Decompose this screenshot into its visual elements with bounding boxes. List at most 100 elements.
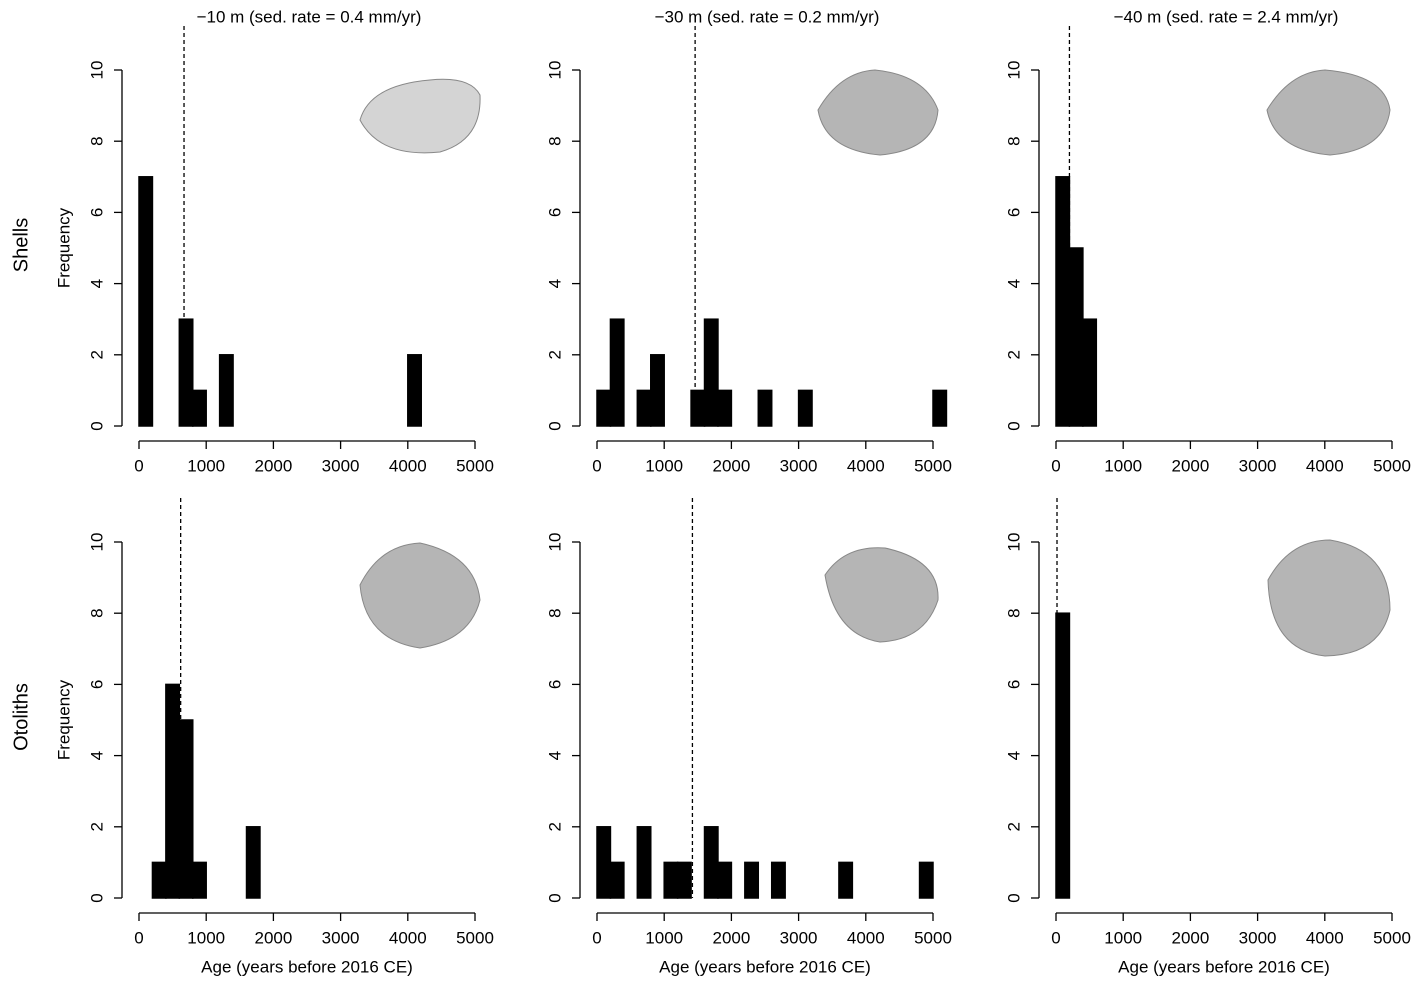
- y-tick-label: 6: [545, 208, 564, 217]
- x-tick-label: 4000: [847, 928, 885, 947]
- row-label: Shells: [10, 218, 32, 272]
- bar: [770, 861, 786, 899]
- bar: [838, 861, 854, 899]
- y-tick-label: 10: [87, 533, 106, 552]
- y-tick-label: 0: [87, 421, 106, 430]
- x-tick-label: 3000: [322, 456, 360, 475]
- x-tick-label: 3000: [780, 456, 818, 475]
- y-tick-label: 8: [545, 136, 564, 145]
- y-tick-label: 10: [545, 61, 564, 80]
- y-tick-label: 4: [87, 279, 106, 288]
- y-tick-label: 6: [87, 680, 106, 689]
- bar: [151, 861, 167, 899]
- y-tick-label: 6: [545, 680, 564, 689]
- shell-image: [817, 69, 939, 156]
- x-axis-label: Age (years before 2016 CE): [201, 957, 413, 976]
- bar: [757, 389, 773, 427]
- x-tick-label: 1000: [187, 456, 225, 475]
- y-tick-label: 4: [1004, 751, 1023, 760]
- y-tick-label: 6: [87, 208, 106, 217]
- bar: [178, 719, 194, 899]
- bar: [703, 826, 719, 899]
- column-title: −40 m (sed. rate = 2.4 mm/yr): [1114, 7, 1339, 26]
- x-tick-label: 5000: [456, 928, 494, 947]
- y-tick-label: 0: [545, 421, 564, 430]
- x-tick-label: 5000: [1373, 456, 1411, 475]
- x-tick-label: 4000: [1306, 456, 1344, 475]
- bar: [703, 318, 719, 427]
- x-tick-label: 0: [592, 928, 601, 947]
- y-tick-label: 4: [545, 279, 564, 288]
- x-tick-label: 2000: [1171, 456, 1209, 475]
- y-tick-label: 4: [545, 751, 564, 760]
- y-tick-label: 8: [1004, 136, 1023, 145]
- x-tick-label: 4000: [1306, 928, 1344, 947]
- bar: [1068, 247, 1084, 427]
- y-tick-label: 2: [1004, 822, 1023, 831]
- x-tick-label: 5000: [456, 456, 494, 475]
- y-tick-label: 6: [1004, 680, 1023, 689]
- x-tick-label: 3000: [322, 928, 360, 947]
- bar: [178, 318, 194, 427]
- shell-image: [824, 547, 939, 643]
- bar: [596, 389, 612, 427]
- y-tick-label: 4: [87, 751, 106, 760]
- y-tick-label: 2: [87, 350, 106, 359]
- bar: [690, 389, 706, 427]
- x-tick-label: 1000: [1104, 456, 1142, 475]
- bar: [138, 176, 154, 427]
- y-tick-label: 8: [545, 608, 564, 617]
- y-tick-label: 0: [87, 893, 106, 902]
- y-tick-label: 10: [545, 533, 564, 552]
- y-axis-label: Frequency: [54, 207, 73, 288]
- bar: [1082, 318, 1098, 427]
- bar: [918, 861, 934, 899]
- x-tick-label: 5000: [1373, 928, 1411, 947]
- bar: [245, 826, 261, 899]
- x-tick-label: 3000: [1239, 456, 1277, 475]
- x-tick-label: 0: [592, 456, 601, 475]
- bar: [663, 861, 679, 899]
- bar: [596, 826, 612, 899]
- x-tick-label: 1000: [645, 928, 683, 947]
- x-tick-label: 4000: [847, 456, 885, 475]
- y-tick-label: 0: [1004, 893, 1023, 902]
- bar: [165, 683, 181, 899]
- bar: [1055, 176, 1071, 427]
- y-tick-label: 2: [87, 822, 106, 831]
- y-tick-label: 2: [545, 822, 564, 831]
- bar: [650, 354, 665, 427]
- y-axis-label: Frequency: [54, 679, 73, 760]
- y-tick-label: 10: [1004, 61, 1023, 80]
- row-label: Otoliths: [10, 683, 32, 751]
- x-tick-label: 1000: [645, 456, 683, 475]
- x-axis-label: Age (years before 2016 CE): [659, 957, 871, 976]
- bar: [717, 389, 733, 427]
- x-tick-label: 4000: [389, 456, 427, 475]
- x-tick-label: 0: [1051, 928, 1060, 947]
- x-tick-label: 0: [1051, 456, 1060, 475]
- shell-image: [359, 542, 481, 649]
- shell-images: [359, 69, 1391, 657]
- bar: [407, 354, 422, 427]
- bar: [192, 389, 207, 427]
- x-axis-label: Age (years before 2016 CE): [1118, 957, 1330, 976]
- y-tick-label: 4: [1004, 279, 1023, 288]
- shell-image: [1266, 69, 1391, 156]
- x-tick-label: 2000: [254, 928, 292, 947]
- x-tick-label: 5000: [914, 928, 952, 947]
- x-tick-label: 1000: [187, 928, 225, 947]
- x-tick-label: 2000: [1171, 928, 1209, 947]
- y-tick-label: 8: [1004, 608, 1023, 617]
- bar: [636, 389, 652, 427]
- x-tick-label: 0: [134, 928, 143, 947]
- bar: [609, 318, 625, 427]
- x-tick-label: 3000: [1239, 928, 1277, 947]
- x-tick-label: 2000: [712, 928, 750, 947]
- bar: [676, 861, 692, 899]
- y-tick-label: 8: [87, 136, 106, 145]
- shell-image: [359, 78, 481, 154]
- column-title: −30 m (sed. rate = 0.2 mm/yr): [655, 7, 880, 26]
- bar: [744, 861, 760, 899]
